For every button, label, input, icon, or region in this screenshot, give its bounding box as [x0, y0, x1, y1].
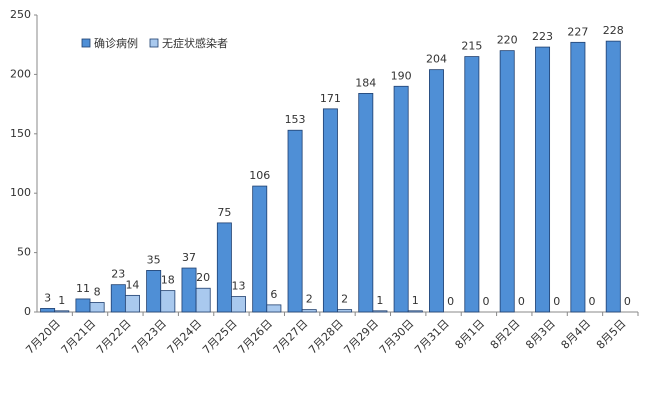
bar	[407, 310, 423, 313]
data-label: 223	[532, 30, 553, 43]
bar	[252, 185, 268, 313]
bar	[231, 296, 246, 313]
x-tick-label: 7月29日	[341, 317, 381, 357]
data-label: 0	[518, 295, 525, 308]
data-label: 23	[111, 268, 125, 281]
bar	[54, 310, 70, 313]
bar	[160, 290, 176, 313]
data-label: 2	[341, 293, 348, 306]
x-tick-label: 8月1日	[453, 317, 488, 352]
data-label: 20	[196, 271, 210, 284]
data-label: 0	[482, 295, 489, 308]
bar	[605, 40, 621, 313]
data-label: 228	[603, 24, 624, 37]
legend-label: 确诊病例	[94, 36, 138, 50]
data-label: 18	[161, 274, 175, 287]
y-tick-label: 50	[17, 246, 31, 259]
bar	[393, 85, 409, 313]
bar	[266, 304, 282, 313]
bar	[75, 298, 91, 313]
x-tick-label: 7月28日	[306, 317, 346, 357]
y-tick-label: 0	[24, 305, 31, 318]
data-label: 1	[58, 294, 65, 307]
bar	[40, 308, 56, 313]
bar	[570, 41, 586, 313]
bar	[287, 129, 303, 313]
legend-label: 无症状感染者	[162, 36, 228, 50]
bar	[358, 93, 374, 313]
bar	[322, 108, 338, 313]
bar	[124, 294, 140, 313]
bar	[464, 56, 480, 313]
x-tick-label: 7月26日	[235, 317, 275, 357]
bar	[372, 310, 388, 313]
x-tick-label: 8月4日	[559, 317, 594, 352]
bar	[535, 46, 551, 313]
x-tick-label: 7月23日	[129, 317, 169, 357]
data-label: 3	[44, 291, 51, 304]
bar	[216, 222, 232, 313]
data-label: 215	[461, 40, 482, 53]
data-label: 14	[125, 278, 139, 291]
x-tick-label: 7月30日	[377, 317, 417, 357]
x-tick-label: 7月22日	[94, 317, 134, 357]
legend-swatch	[81, 38, 91, 48]
x-tick-label: 7月25日	[200, 317, 240, 357]
x-tick-label: 7月27日	[271, 317, 311, 357]
data-label: 75	[217, 206, 231, 219]
data-label: 171	[320, 92, 341, 105]
data-label: 106	[249, 169, 270, 182]
x-tick-label: 7月21日	[59, 317, 99, 357]
y-tick-label: 250	[10, 8, 31, 21]
data-label: 13	[232, 280, 246, 293]
data-label: 227	[567, 25, 588, 38]
x-tick-label: 8月2日	[488, 317, 523, 352]
data-label: 0	[553, 295, 560, 308]
data-label: 204	[426, 53, 447, 66]
data-label: 1	[412, 294, 419, 307]
data-label: 1	[376, 294, 383, 307]
x-tick-label: 7月20日	[23, 317, 63, 357]
data-label: 0	[589, 295, 596, 308]
data-label: 37	[182, 251, 196, 264]
bar	[110, 284, 126, 313]
bar	[499, 50, 515, 313]
y-tick-label: 150	[10, 127, 31, 140]
data-label: 2	[306, 293, 313, 306]
bar	[195, 287, 211, 313]
x-tick-label: 8月5日	[594, 317, 629, 352]
data-label: 0	[624, 295, 631, 308]
bar	[429, 69, 444, 313]
data-label: 190	[391, 69, 412, 82]
data-label: 184	[355, 76, 376, 89]
data-label: 220	[497, 34, 518, 47]
data-label: 6	[270, 288, 277, 301]
legend-swatch	[149, 38, 159, 48]
bar	[146, 270, 162, 313]
data-label: 35	[147, 253, 161, 266]
bar	[181, 267, 197, 313]
data-label: 8	[94, 285, 101, 298]
y-tick-label: 100	[10, 186, 31, 199]
data-label: 0	[447, 295, 454, 308]
bar	[337, 309, 353, 313]
x-tick-label: 7月24日	[165, 317, 205, 357]
data-label: 153	[285, 113, 306, 126]
bar	[301, 309, 317, 313]
x-tick-label: 8月3日	[523, 317, 558, 352]
bar	[89, 302, 105, 313]
y-tick-label: 200	[10, 67, 31, 80]
x-tick-label: 7月31日	[412, 317, 452, 357]
data-label: 11	[76, 282, 90, 295]
